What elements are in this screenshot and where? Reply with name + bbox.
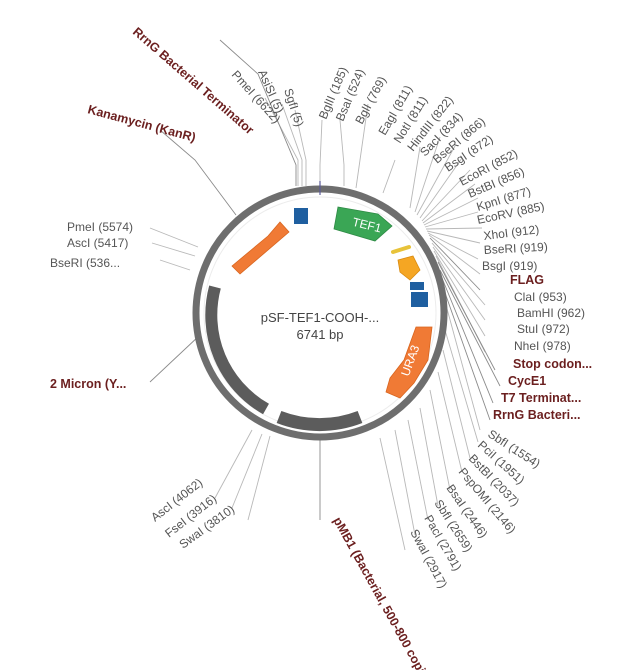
site-stui: StuI (972)	[517, 322, 570, 336]
cyce1-marker	[397, 255, 421, 281]
feature-t7-terminator: T7 Terminat...	[501, 391, 581, 405]
feature-rrng-bacteri: RrnG Bacteri...	[493, 408, 581, 422]
flag-tag	[391, 245, 411, 254]
feature-cyce1: CycE1	[508, 374, 546, 388]
tef1-arrow	[333, 206, 393, 242]
feature-two-micron: 2 Micron (Y...	[50, 377, 126, 391]
tef1-label: TEF1	[351, 215, 383, 236]
pmb1-arc	[276, 410, 363, 432]
site-bamhi: BamHI (962)	[517, 306, 585, 320]
site-bseri-919: BseRI (919)	[483, 240, 548, 257]
feature-stop-codon: Stop codon...	[513, 357, 592, 371]
two-micron-arc	[205, 285, 270, 415]
leader-lines	[149, 39, 501, 551]
site-nhei: NheI (978)	[514, 339, 571, 353]
site-xhoi: XhoI (912)	[483, 222, 540, 243]
site-bseri-536: BseRI (536...	[50, 256, 120, 270]
feature-flag: FLAG	[510, 273, 544, 287]
plasmid-name: pSF-TEF1-COOH-...	[261, 310, 379, 325]
t7-terminator-box	[410, 282, 424, 290]
plasmid-length: 6741 bp	[297, 327, 344, 342]
site-asci-5417: AscI (5417)	[67, 236, 128, 250]
site-pmei-5574: PmeI (5574)	[67, 220, 133, 234]
kanamycin-arrow	[231, 221, 290, 275]
rrng-terminator-box	[294, 208, 308, 224]
ura3-arrow	[385, 326, 433, 399]
feature-kanamycin: Kanamycin (KanR)	[86, 102, 197, 144]
site-clai: ClaI (953)	[514, 290, 567, 304]
rrng-terminator-box-2	[411, 292, 428, 307]
site-bsgi-919: BsgI (919)	[482, 259, 537, 273]
